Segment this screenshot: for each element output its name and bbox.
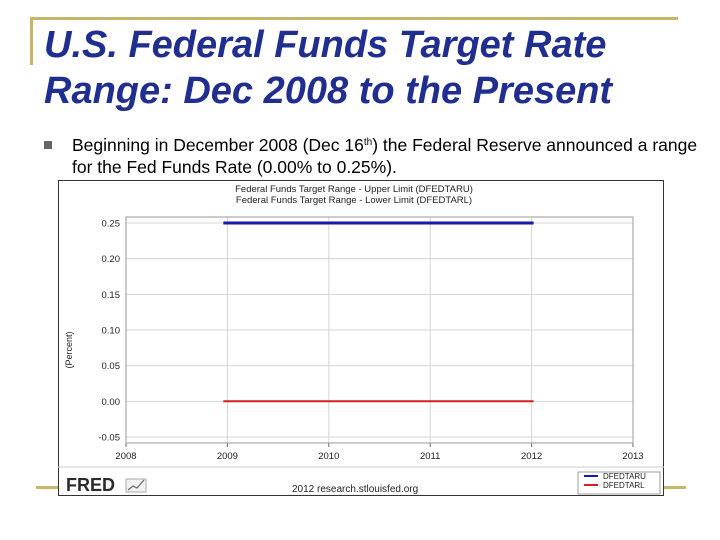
fred-graph-icon: [125, 478, 147, 493]
chart-title-line-2: Federal Funds Target Range - Lower Limit…: [236, 195, 472, 206]
legend-label: DFEDTARL: [603, 481, 645, 490]
y-tick-label: 0.25: [102, 219, 121, 230]
slide-title: U.S. Federal Funds Target Rate Range: De…: [44, 24, 613, 112]
x-tick-label: 2011: [420, 451, 440, 462]
left-rule: [30, 17, 33, 65]
x-tick-label: 2012: [521, 451, 542, 462]
chart-title-line-1: Federal Funds Target Range - Upper Limit…: [235, 184, 473, 195]
fred-chart: Federal Funds Target Range - Upper Limit…: [58, 180, 664, 496]
y-tick-label: 0.00: [102, 397, 121, 408]
x-tick-label: 2009: [217, 451, 238, 462]
top-rule: [30, 17, 678, 20]
series-layer: [223, 221, 534, 403]
y-tick-label: 0.05: [102, 361, 121, 372]
y-tick-label: 0.10: [102, 326, 121, 337]
chart-border: [58, 180, 664, 496]
bottom-rule-right: [664, 486, 686, 489]
fred-logo: FRED: [66, 475, 115, 495]
bullet-superscript: th: [363, 137, 373, 148]
chart-svg: Federal Funds Target Range - Upper Limit…: [58, 180, 664, 496]
y-axis-label: (Percent): [64, 331, 74, 368]
legend-label: DFEDTARU: [603, 472, 646, 481]
bullet-square-icon: [44, 141, 52, 149]
source-text: 2012 research.stlouisfed.org: [292, 484, 418, 495]
x-tick-label: 2013: [622, 451, 643, 462]
tick-layer: 0.25 0.20 0.15 0.10 0.05 0.00 -0.05 2008 2009 201…: [98, 219, 643, 463]
y-tick-label: 0.15: [102, 290, 121, 301]
bullet-text-end: ) the Federal Reserve announced a range …: [72, 135, 698, 177]
x-tick-label: 2010: [318, 451, 339, 462]
plot-area-border: [125, 216, 634, 444]
bottom-rule-left: [36, 486, 60, 489]
bullet-text-start: Beginning in December 2008 (Dec 16: [72, 135, 364, 155]
y-tick-label: -0.05: [98, 433, 120, 444]
legend-box: [577, 471, 661, 495]
y-tick-label: 0.20: [102, 254, 121, 265]
bullet-text: Beginning in December 2008 (Dec 16th) th…: [72, 134, 702, 178]
x-tick-label: 2008: [115, 451, 136, 462]
